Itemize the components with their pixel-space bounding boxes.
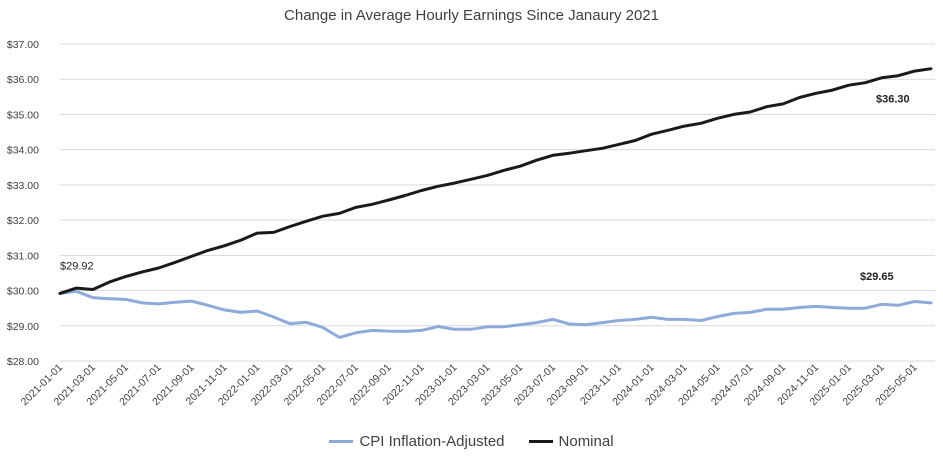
y-tick-label: $37.00 — [7, 39, 39, 51]
y-tick-label: $28.00 — [7, 356, 39, 368]
y-tick-label: $30.00 — [7, 286, 39, 298]
gridlines — [60, 43, 935, 362]
legend-swatch-nominal — [528, 440, 553, 443]
y-tick-label: $31.00 — [7, 250, 39, 262]
chart-title: Change in Average Hourly Earnings Since … — [284, 7, 659, 24]
x-axis-ticks: 2021-01-012021-03-012021-05-012021-07-01… — [19, 362, 920, 409]
y-axis-ticks: $28.00 $29.00 $30.00 $31.00 $32.00 $33.00 $34.… — [7, 39, 39, 368]
y-tick-label: $29.00 — [7, 321, 39, 333]
y-tick-label: $32.00 — [7, 215, 39, 227]
y-tick-label: $34.00 — [7, 145, 39, 157]
annotation-nominal-end-value: $36.30 — [876, 94, 910, 106]
legend-item-cpi: CPI Inflation-Adjusted — [329, 433, 505, 450]
series-lines — [58, 67, 933, 339]
y-tick-label: $36.00 — [7, 74, 39, 86]
legend-label-cpi: CPI Inflation-Adjusted — [359, 433, 505, 450]
legend: CPI Inflation-Adjusted Nominal — [0, 433, 943, 450]
annotation-start-value: $29.92 — [60, 260, 94, 272]
annotation-cpi-end-value: $29.65 — [860, 271, 894, 283]
series-line-nominal — [58, 67, 933, 295]
legend-swatch-cpi — [329, 440, 354, 443]
data-annotations: $29.92 $36.30 $29.65 — [60, 94, 910, 283]
legend-label-nominal: Nominal — [558, 433, 614, 450]
y-tick-label: $33.00 — [7, 180, 39, 192]
y-tick-label: $35.00 — [7, 109, 39, 121]
legend-item-nominal: Nominal — [528, 433, 614, 450]
series-line-cpi — [58, 289, 933, 339]
